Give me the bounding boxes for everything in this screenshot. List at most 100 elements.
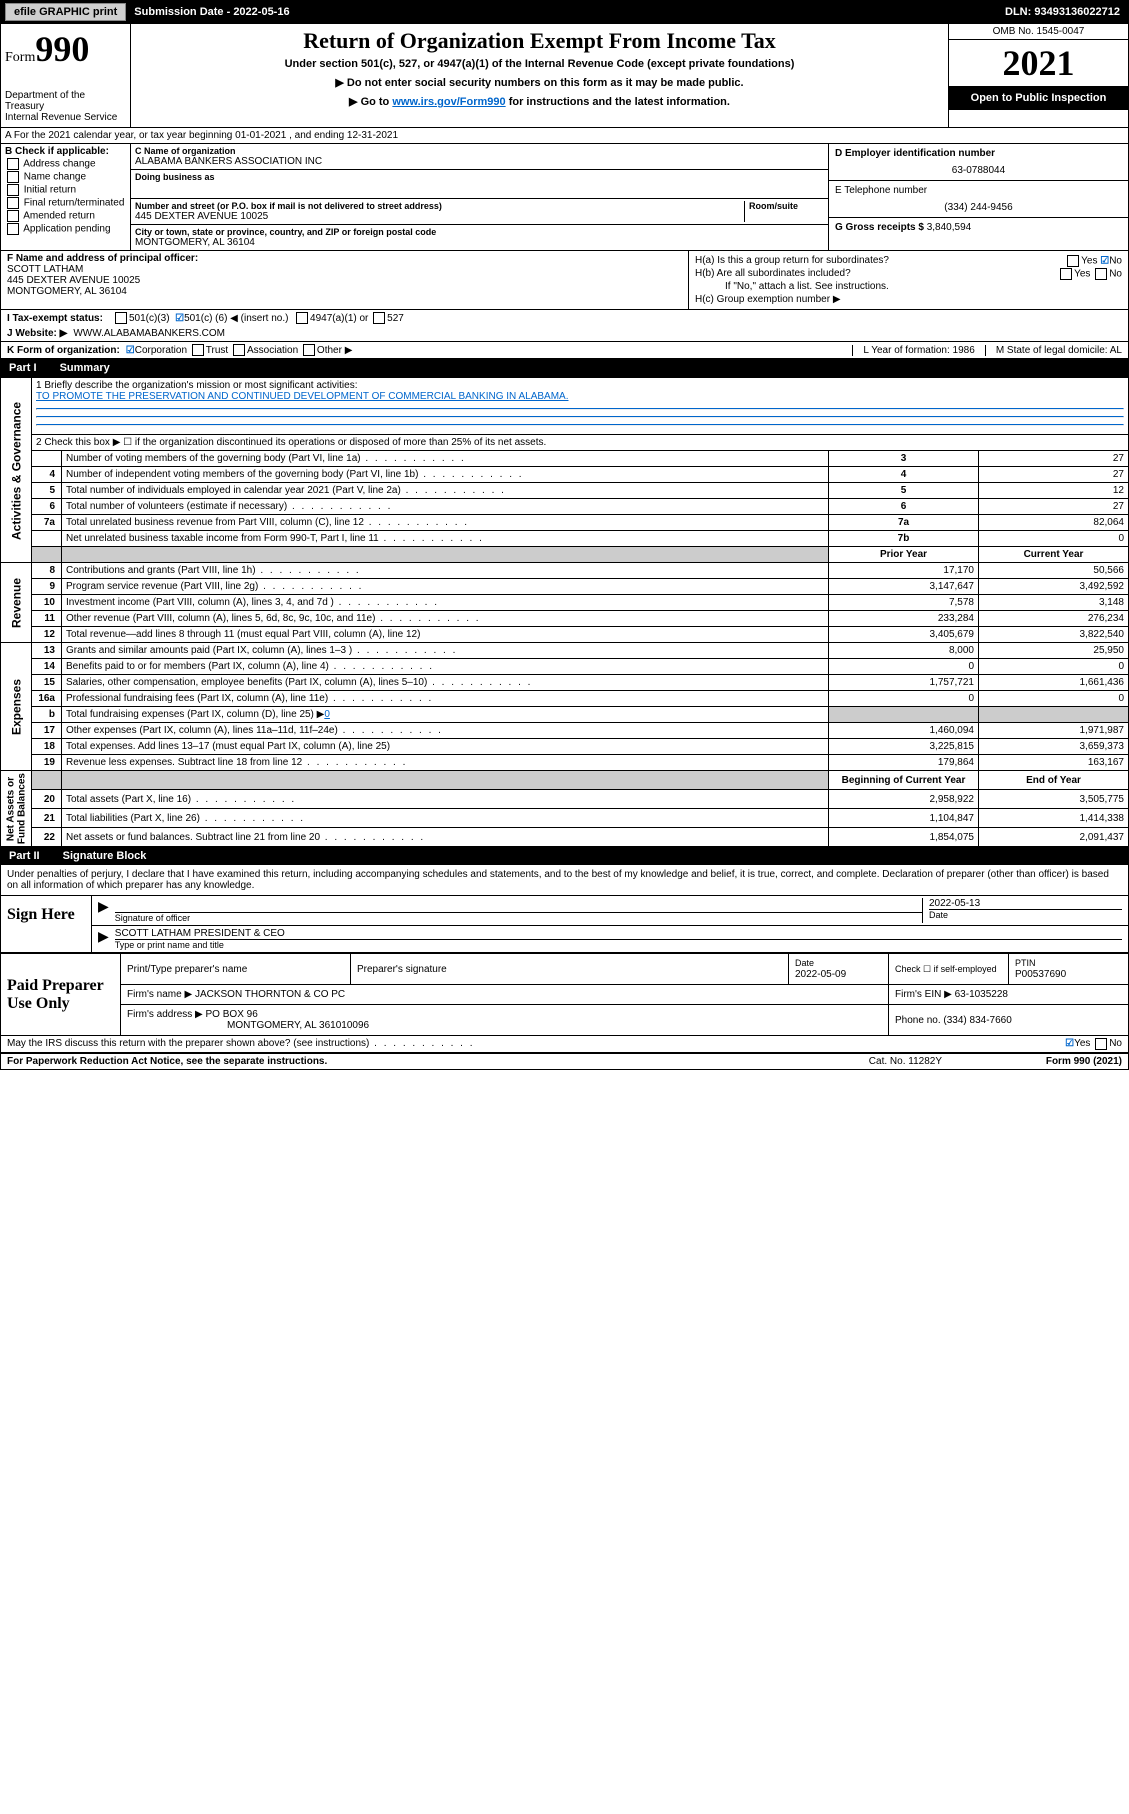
blank [62, 547, 829, 563]
check-label: Name change [24, 172, 86, 183]
prep-name-label: Print/Type preparer's name [121, 954, 351, 985]
k-label: K Form of organization: [7, 345, 120, 356]
dln: DLN: 93493136022712 [1001, 6, 1124, 18]
row-code: 4 [829, 467, 979, 483]
table-row: 15Salaries, other compensation, employee… [1, 675, 1129, 691]
row-prior: 7,578 [829, 595, 979, 611]
row-current: 3,659,373 [979, 739, 1129, 755]
k-assoc-check[interactable] [233, 344, 245, 356]
k-assoc: Association [247, 345, 298, 356]
hb-no-check[interactable] [1095, 268, 1107, 280]
check-final-return[interactable]: Final return/terminated [5, 197, 126, 209]
officer-addr1: 445 DEXTER AVENUE 10025 [7, 275, 682, 286]
form-title: Return of Organization Exempt From Incom… [141, 28, 938, 54]
i-501c3-check[interactable] [115, 312, 127, 324]
ptin-label: PTIN [1015, 958, 1036, 968]
room-label: Room/suite [749, 201, 824, 211]
website-value: WWW.ALABAMABANKERS.COM [73, 328, 225, 339]
firm-addr2: MONTGOMERY, AL 361010096 [127, 1020, 369, 1031]
dba-value [135, 182, 824, 196]
firm-name-label: Firm's name ▶ [127, 989, 192, 1000]
check-label: Application pending [23, 224, 110, 235]
officer-name-sig: SCOTT LATHAM PRESIDENT & CEO [115, 928, 1122, 939]
city-label: City or town, state or province, country… [135, 227, 824, 237]
row-eoy: 2,091,437 [979, 828, 1129, 847]
row-code: 3 [829, 451, 979, 467]
arrow-icon: ▶ [98, 898, 109, 923]
ha-yes-check[interactable] [1067, 255, 1079, 267]
gross-label: G Gross receipts $ [835, 222, 924, 233]
hb-yes-check[interactable] [1060, 268, 1072, 280]
check-application-pending[interactable]: Application pending [5, 223, 126, 235]
signature-block: Under penalties of perjury, I declare th… [0, 865, 1129, 953]
form-number: Form990 [5, 28, 126, 70]
ein-label: D Employer identification number [835, 148, 1122, 159]
k-corp: Corporation [135, 345, 187, 356]
firm-ein: 63-1035228 [955, 989, 1008, 1000]
row-val: 0 [979, 531, 1129, 547]
row-val: 27 [979, 499, 1129, 515]
i-4947-check[interactable] [296, 312, 308, 324]
table-row: 10Investment income (Part VIII, column (… [1, 595, 1129, 611]
form-warning: ▶ Do not enter social security numbers o… [141, 76, 938, 89]
row-prior: 1,757,721 [829, 675, 979, 691]
summary-row-4: 4Number of independent voting members of… [1, 467, 1129, 483]
row-desc: Revenue less expenses. Subtract line 18 … [62, 755, 829, 771]
row-klm: K Form of organization: ☑ Corporation Tr… [0, 342, 1129, 359]
discuss-no-check[interactable] [1095, 1038, 1107, 1050]
k-trust-check[interactable] [192, 344, 204, 356]
check-address-change[interactable]: Address change [5, 158, 126, 170]
row-code: 5 [829, 483, 979, 499]
discuss-no: No [1109, 1038, 1122, 1050]
discuss-row: May the IRS discuss this return with the… [0, 1036, 1129, 1053]
row-val: 27 [979, 467, 1129, 483]
row-desc: Total revenue—add lines 8 through 11 (mu… [62, 627, 829, 643]
omb-number: OMB No. 1545-0047 [949, 24, 1128, 40]
row-desc: Investment income (Part VIII, column (A)… [62, 595, 829, 611]
side-expenses: Expenses [1, 643, 32, 771]
footer-left: For Paperwork Reduction Act Notice, see … [7, 1056, 327, 1067]
open-to-public: Open to Public Inspection [949, 86, 1128, 110]
table-row: 21Total liabilities (Part X, line 26)1,1… [1, 809, 1129, 828]
part1-header: Part I Summary [0, 359, 1129, 377]
hb-line: H(b) Are all subordinates included? Yes … [695, 268, 1122, 279]
officer-name: SCOTT LATHAM [7, 264, 682, 275]
firm-name: JACKSON THORNTON & CO PC [195, 989, 345, 1000]
ha-no-checked: ☑ [1100, 256, 1109, 267]
check-amended-return[interactable]: Amended return [5, 210, 126, 222]
table-row: 9Program service revenue (Part VIII, lin… [1, 579, 1129, 595]
table-row: 19Revenue less expenses. Subtract line 1… [1, 755, 1129, 771]
row-current: 3,822,540 [979, 627, 1129, 643]
row-desc: Grants and similar amounts paid (Part IX… [62, 643, 829, 659]
discuss-text: May the IRS discuss this return with the… [7, 1038, 475, 1050]
row-desc: Contributions and grants (Part VIII, lin… [62, 563, 829, 579]
row-desc: Other revenue (Part VIII, column (A), li… [62, 611, 829, 627]
blank [62, 771, 829, 790]
part2-header: Part II Signature Block [0, 847, 1129, 865]
check-initial-return[interactable]: Initial return [5, 184, 126, 196]
i-label: I Tax-exempt status: [7, 313, 103, 324]
column-de: D Employer identification number 63-0788… [828, 144, 1128, 250]
tax-year: 2021 [949, 40, 1128, 86]
row-desc: Number of independent voting members of … [62, 467, 829, 483]
firm-addr1: PO BOX 96 [206, 1009, 258, 1020]
row-prior: 8,000 [829, 643, 979, 659]
org-name: ALABAMA BANKERS ASSOCIATION INC [135, 156, 824, 167]
row-prior: 179,864 [829, 755, 979, 771]
row-boy: 1,104,847 [829, 809, 979, 828]
k-other-check[interactable] [303, 344, 315, 356]
firm-phone: (334) 834-7660 [943, 1015, 1011, 1026]
goto-line: ▶ Go to www.irs.gov/Form990 for instruct… [141, 95, 938, 108]
table-row-16b: bTotal fundraising expenses (Part IX, co… [1, 707, 1129, 723]
side-governance: Activities & Governance [1, 378, 32, 563]
form990-link[interactable]: www.irs.gov/Form990 [392, 96, 505, 108]
k-corp-checked: ☑ [126, 345, 135, 356]
page-footer: For Paperwork Reduction Act Notice, see … [0, 1053, 1129, 1070]
phone-value: (334) 244-9456 [835, 202, 1122, 213]
hb-note: If "No," attach a list. See instructions… [695, 281, 1122, 292]
i-527-check[interactable] [373, 312, 385, 324]
side-netassets: Net Assets or Fund Balances [1, 771, 32, 847]
row-current: 1,971,987 [979, 723, 1129, 739]
check-name-change[interactable]: Name change [5, 171, 126, 183]
row-code: 6 [829, 499, 979, 515]
